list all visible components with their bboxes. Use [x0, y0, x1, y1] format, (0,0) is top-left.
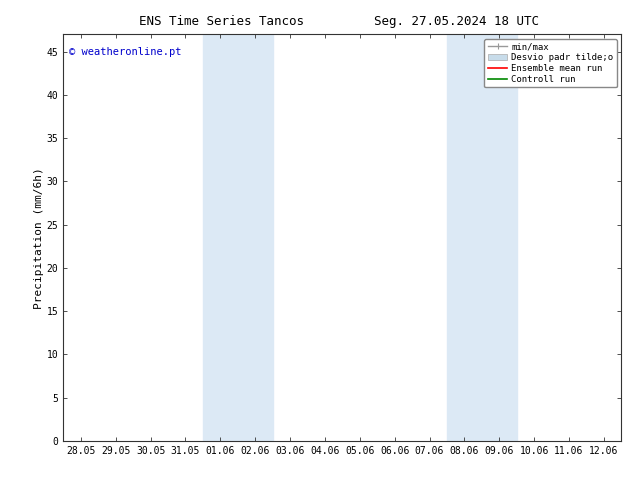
- Text: Seg. 27.05.2024 18 UTC: Seg. 27.05.2024 18 UTC: [374, 15, 539, 28]
- Text: © weatheronline.pt: © weatheronline.pt: [69, 47, 181, 56]
- Text: ENS Time Series Tancos: ENS Time Series Tancos: [139, 15, 304, 28]
- Bar: [447, 34, 517, 441]
- Y-axis label: Precipitation (mm/6h): Precipitation (mm/6h): [34, 167, 44, 309]
- Legend: min/max, Desvio padr tilde;o, Ensemble mean run, Controll run: min/max, Desvio padr tilde;o, Ensemble m…: [484, 39, 617, 87]
- Bar: [203, 34, 273, 441]
